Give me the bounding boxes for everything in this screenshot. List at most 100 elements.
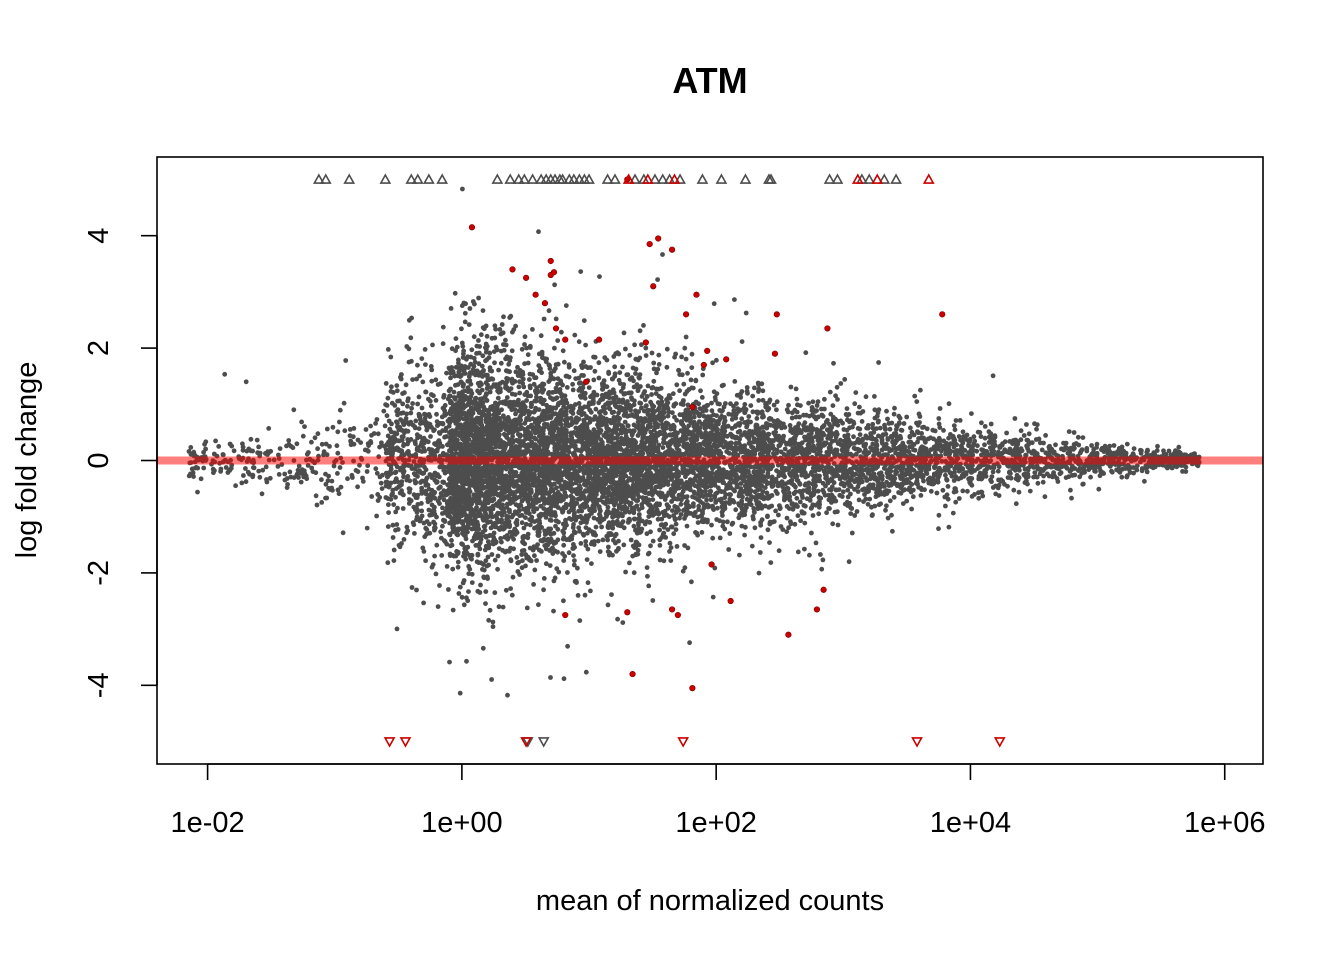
data-point xyxy=(444,564,450,569)
data-point xyxy=(671,531,677,537)
data-point xyxy=(276,472,282,477)
data-point xyxy=(561,676,567,682)
data-point xyxy=(410,377,415,382)
data-point xyxy=(449,346,455,352)
data-point xyxy=(374,470,380,476)
data-point xyxy=(860,467,866,473)
data-point xyxy=(786,402,791,408)
data-point xyxy=(409,405,414,411)
data-point xyxy=(996,493,1002,498)
data-point xyxy=(461,602,467,608)
data-point xyxy=(742,402,748,407)
data-point xyxy=(759,505,765,511)
data-point xyxy=(543,515,549,520)
data-point xyxy=(571,562,577,568)
data-point xyxy=(423,558,428,564)
data-point xyxy=(486,617,492,623)
data-point xyxy=(585,546,591,552)
data-point xyxy=(863,447,868,453)
data-point xyxy=(943,503,948,509)
data-point xyxy=(438,529,444,535)
data-point xyxy=(667,540,673,546)
data-point xyxy=(419,356,425,361)
data-point xyxy=(698,388,703,394)
data-point xyxy=(884,408,889,414)
data-point xyxy=(434,542,440,548)
data-point xyxy=(892,405,897,411)
data-point xyxy=(478,380,483,386)
data-point xyxy=(774,491,780,496)
data-point xyxy=(697,474,702,480)
data-point xyxy=(440,444,445,449)
data-point xyxy=(553,316,559,322)
data-point xyxy=(1124,441,1130,447)
data-point xyxy=(414,432,420,438)
data-point xyxy=(547,563,553,568)
data-point xyxy=(393,509,399,515)
data-point xyxy=(435,604,441,609)
data-point xyxy=(400,506,406,511)
data-point xyxy=(807,552,812,558)
data-point xyxy=(469,413,474,419)
data-point xyxy=(531,381,537,387)
data-point xyxy=(946,401,952,407)
data-point xyxy=(636,425,641,431)
data-point xyxy=(908,425,913,431)
data-point xyxy=(539,370,544,376)
data-point xyxy=(479,363,485,369)
data-point xyxy=(755,506,761,512)
data-point xyxy=(533,492,539,498)
data-point xyxy=(552,481,557,487)
data-point xyxy=(575,593,581,598)
data-point xyxy=(243,379,249,385)
data-point xyxy=(412,531,417,536)
data-point xyxy=(681,381,687,387)
data-point xyxy=(682,345,688,351)
data-point xyxy=(1027,488,1033,494)
data-point xyxy=(879,447,885,453)
data-point xyxy=(315,431,321,437)
data-point xyxy=(785,486,791,491)
data-point xyxy=(715,401,721,407)
data-point xyxy=(643,353,649,358)
data-point xyxy=(323,441,329,447)
data-point xyxy=(909,482,915,487)
data-point xyxy=(460,186,465,192)
data-point xyxy=(623,569,628,575)
data-point xyxy=(423,389,429,395)
data-point xyxy=(660,445,666,450)
data-point xyxy=(1145,448,1150,454)
data-point xyxy=(645,551,651,557)
data-point xyxy=(653,391,659,396)
data-point xyxy=(565,643,570,649)
data-point xyxy=(896,490,901,495)
data-point xyxy=(710,594,716,600)
data-point xyxy=(523,515,528,520)
data-point xyxy=(447,520,452,526)
data-point xyxy=(456,591,462,596)
data-point xyxy=(870,425,876,431)
data-point xyxy=(787,497,793,503)
data-point xyxy=(606,544,611,550)
data-point xyxy=(664,346,670,352)
data-point xyxy=(504,395,510,400)
data-point xyxy=(276,452,281,458)
data-point xyxy=(423,362,428,367)
data-point xyxy=(571,522,576,527)
data-point xyxy=(562,359,567,365)
data-point xyxy=(319,441,325,447)
data-point xyxy=(527,371,533,377)
data-point xyxy=(460,343,466,349)
data-point xyxy=(588,588,593,594)
data-point xyxy=(251,465,257,471)
data-point xyxy=(492,557,498,563)
data-point xyxy=(447,659,452,665)
data-point xyxy=(286,438,292,443)
data-point xyxy=(979,420,984,426)
data-point xyxy=(884,503,889,509)
data-point xyxy=(319,477,324,483)
data-point xyxy=(953,489,959,494)
data-point xyxy=(395,412,400,418)
data-point xyxy=(628,537,634,543)
